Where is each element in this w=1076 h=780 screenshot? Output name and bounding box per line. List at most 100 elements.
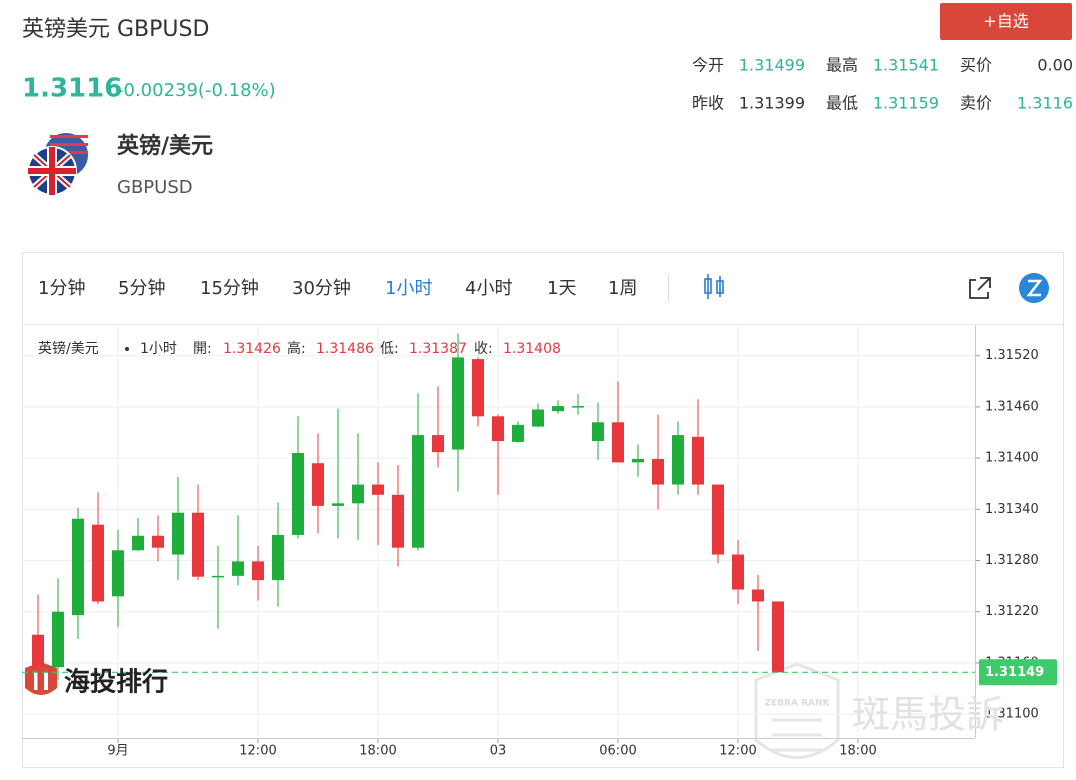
page-title: 英镑美元 GBPUSD [22,17,209,42]
stat-value: 1.31499 [739,56,805,75]
candle-body [212,575,224,578]
interval-tab[interactable]: 1小时 [385,278,432,299]
stat-value: 1.31159 [873,94,939,113]
candle-body [652,458,664,485]
x-tick-label: 12:00 [719,744,756,759]
candle-body [232,561,244,576]
legend-open-label: 開: [193,341,212,357]
y-tick-label: 1.31340 [985,502,1039,517]
candle-body [72,518,84,616]
y-tick-label: 1.31100 [985,707,1039,722]
y-tick-label: 1.31280 [985,553,1039,568]
candle-body [432,435,444,453]
price-change: -0.00239(-0.18%) [117,80,276,101]
candle-body [692,436,704,485]
interval-tab[interactable]: 1天 [547,278,576,299]
interval-tab[interactable]: 30分钟 [292,278,351,299]
legend-symbol: 英镑/美元 [38,340,99,357]
add-watchlist-label[interactable]: +自选 [983,12,1028,31]
legend-high-label: 高: [287,340,306,357]
watermark-shield [754,662,840,759]
candle-body [772,601,784,673]
candles [32,333,784,691]
candle-body [632,458,644,463]
stat-label: 昨收 [692,94,724,113]
candle-body [372,484,384,495]
candle-body [712,484,724,555]
interval-tab[interactable]: 1周 [608,278,637,299]
candle-body [92,524,104,602]
candle-body [252,561,264,581]
candle-body [132,535,144,551]
stat-label: 今开 [692,56,724,75]
candle-body [752,589,764,602]
chart-card [22,252,1064,768]
watermark-text: 斑馬投訴 [852,693,1004,737]
last-price-box [979,659,1057,686]
legend-low: 1.31387 [409,341,467,357]
last-price-label: 1.31149 [985,665,1044,680]
legend-close: 1.31408 [503,341,561,357]
watermark-logo [25,662,57,695]
stat-label: 最高 [826,56,858,75]
y-tick-label: 1.31520 [985,348,1039,363]
add-watchlist-button[interactable] [940,3,1072,40]
candle-body [172,512,184,555]
legend-bullet [125,347,129,351]
candle-body [152,535,164,548]
instrument-name: 英镑/美元 [117,133,213,159]
y-tick-label: 1.31220 [985,604,1039,619]
candle-body [612,422,624,463]
x-tick-label: 03 [490,744,507,759]
x-tick-label: 12:00 [239,744,276,759]
stat-value: 0.00 [1037,56,1073,75]
candle-body [672,435,684,485]
x-tick-label: 18:00 [839,744,876,759]
candle-body [572,406,584,408]
stat-label: 卖价 [960,94,992,113]
candle-body [472,359,484,417]
x-tick-label: 9月 [107,744,128,759]
candle-body [312,463,324,506]
legend-high: 1.31486 [316,341,374,357]
legend-low-label: 低: [380,341,399,357]
watermark-text: 海投排行 [64,667,168,698]
candle-body [352,484,364,504]
candle-body [112,550,124,597]
candle-body [512,424,524,442]
interval-tab[interactable]: 15分钟 [200,278,259,299]
candle-body [732,554,744,590]
interval-tab[interactable]: 4小时 [465,278,512,299]
x-tick-label: 18:00 [359,744,396,759]
legend-close-label: 收: [474,341,493,357]
candle-body [552,406,564,412]
interval-tab[interactable]: 5分钟 [118,278,165,299]
y-tick-label: 1.31400 [985,451,1039,466]
instrument-code: GBPUSD [117,177,193,198]
watermark-text: ZEBRA RANK [765,699,831,709]
candle-body [332,503,344,506]
share-icon[interactable] [969,277,991,299]
stat-label: 买价 [960,56,992,75]
stat-value: 1.3116 [1017,94,1073,113]
stat-label: 最低 [826,94,858,113]
stat-value: 1.31399 [739,94,805,113]
y-tick-label: 1.31460 [985,399,1039,414]
x-tick-label: 06:00 [599,744,636,759]
interval-tab[interactable]: 1分钟 [38,278,85,299]
candle-type-icon[interactable] [704,274,724,299]
price: 1.3116 [22,74,122,104]
flag-icon [27,133,88,196]
legend-interval: 1小时 [140,341,177,357]
candle-body [292,452,304,535]
candle-body [412,435,424,548]
candle-body [272,534,284,581]
zebra-icon[interactable] [1019,273,1049,303]
candle-body [392,494,404,548]
legend-open: 1.31426 [223,341,281,357]
candle-body [52,611,64,668]
candle-body [592,422,604,442]
candle-body [452,357,464,450]
candle-body [532,409,544,427]
